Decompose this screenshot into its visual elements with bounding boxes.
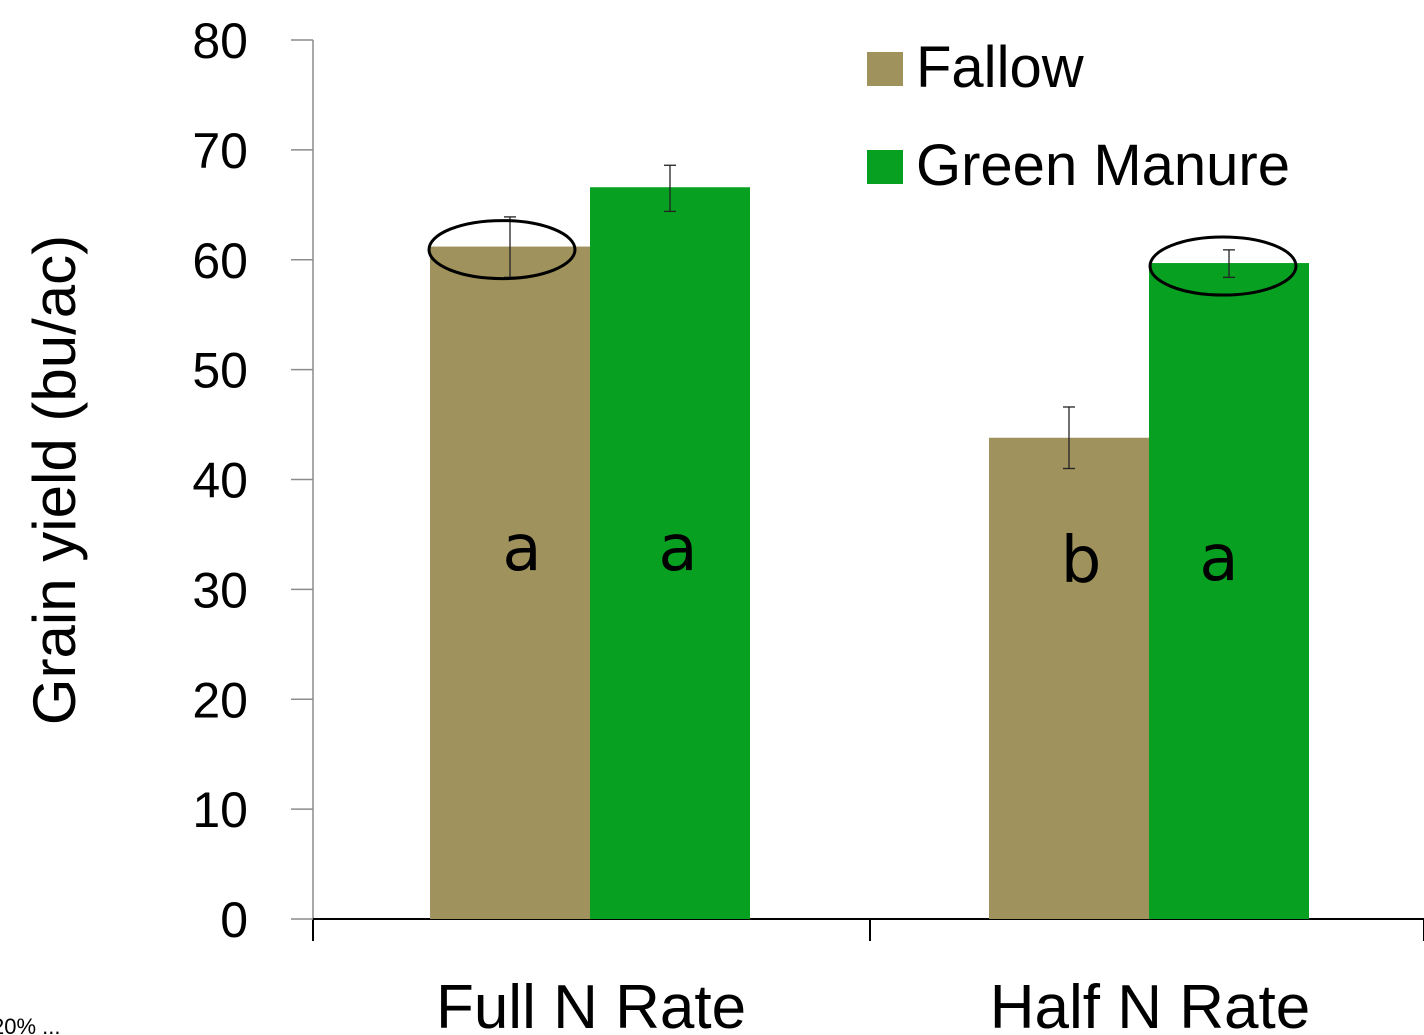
bar-fallow-0	[430, 246, 590, 919]
significance-letter-1-1: a	[1199, 522, 1238, 596]
highlight-ellipse-1	[1148, 235, 1298, 297]
y-tick-label-60: 60	[192, 233, 248, 289]
y-tick-label-0: 0	[220, 892, 248, 948]
significance-letters: a ba a	[502, 512, 1238, 598]
x-category-label-1: Half N Rate	[990, 973, 1310, 1035]
y-axis-label: Grain yield (bu/ac)	[21, 235, 88, 725]
x-category-label-0: Full N Rate	[436, 973, 746, 1035]
y-tick-label-80: 80	[192, 13, 248, 69]
legend-swatch-1	[867, 150, 903, 184]
highlight-ellipses	[427, 219, 1298, 297]
x-category-labels: Full N Rate Half N Rate	[436, 973, 1310, 1035]
bar-green-manure-1	[1149, 263, 1309, 919]
legend-swatch-0	[867, 52, 903, 86]
bar-green-manure-0	[590, 187, 750, 920]
y-axis-label-group: Grain yield (bu/ac)	[21, 235, 88, 725]
bar-fallow-1	[989, 437, 1149, 919]
legend-label-1: Green Manure	[916, 133, 1290, 198]
y-tick-label-40: 40	[192, 453, 248, 509]
significance-letter-0-0: a	[502, 512, 541, 586]
highlight-ellipse-0	[427, 219, 577, 281]
y-tick-label-70: 70	[192, 123, 248, 179]
y-tick-label-10: 10	[192, 782, 248, 838]
y-tick-label-20: 20	[192, 672, 248, 728]
corner-footnote: 20% ...	[0, 1014, 60, 1035]
bars	[430, 187, 1309, 920]
y-tick-label-30: 30	[192, 562, 248, 618]
significance-letter-0-1: b	[1061, 524, 1102, 598]
legend-label-0: Fallow	[916, 35, 1085, 100]
y-tick-label-50: 50	[192, 343, 248, 399]
legend: Fallow Green Manure	[867, 35, 1290, 198]
significance-letter-1-0: a	[658, 512, 697, 586]
y-ticks: 0 10 20 30 40 50 60 70 80	[192, 13, 313, 948]
